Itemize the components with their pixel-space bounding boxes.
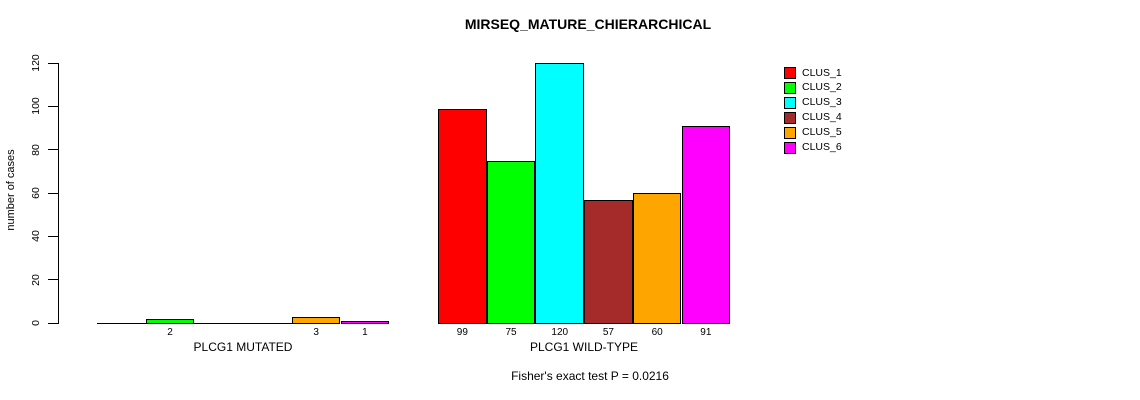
legend-label-clus_2: CLUS_2 bbox=[802, 81, 842, 94]
bar-value-clus_5-plcg1-wild-type: 60 bbox=[651, 327, 663, 338]
bar-value-clus_6-plcg1-wild-type: 91 bbox=[700, 327, 712, 338]
bar-clus_5-plcg1-mutated bbox=[291, 316, 341, 324]
y-tick-label-20: 20 bbox=[30, 273, 42, 286]
group-label-plcg1-wild-type: PLCG1 WILD-TYPE bbox=[529, 340, 639, 354]
chart-title: MIRSEQ_MATURE_CHIERARCHICAL bbox=[464, 16, 712, 32]
zero-bar-clus_3-plcg1-mutated bbox=[194, 323, 245, 324]
bar-value-clus_4-plcg1-wild-type: 57 bbox=[602, 327, 614, 338]
bar-clus_4-plcg1-wild-type bbox=[584, 199, 633, 324]
y-tick-label-0: 0 bbox=[30, 320, 42, 326]
y-tick-label-40: 40 bbox=[30, 230, 42, 243]
legend-label-clus_4: CLUS_4 bbox=[802, 111, 842, 124]
bar-value-clus_6-plcg1-mutated: 1 bbox=[362, 327, 368, 338]
y-tick-20 bbox=[48, 279, 58, 281]
legend-swatch-clus_2 bbox=[784, 81, 796, 94]
y-tick-120 bbox=[48, 62, 58, 64]
bar-clus_2-plcg1-mutated bbox=[145, 318, 195, 324]
legend-swatch-clus_3 bbox=[784, 96, 796, 109]
bar-clus_6-plcg1-mutated bbox=[340, 320, 390, 324]
y-axis-title: number of cases bbox=[5, 149, 17, 231]
legend-row-clus_2: CLUS_2 bbox=[784, 81, 842, 94]
bar-value-clus_5-plcg1-mutated: 3 bbox=[313, 327, 319, 338]
y-tick-80 bbox=[48, 149, 58, 151]
bar-clus_3-plcg1-wild-type bbox=[535, 63, 585, 324]
y-tick-label-60: 60 bbox=[30, 187, 42, 199]
y-tick-label-80: 80 bbox=[30, 143, 42, 156]
y-axis-line bbox=[58, 63, 59, 324]
legend-row-clus_3: CLUS_3 bbox=[784, 96, 842, 109]
bar-clus_2-plcg1-wild-type bbox=[486, 160, 536, 324]
legend-label-clus_5: CLUS_5 bbox=[802, 126, 842, 139]
legend-label-clus_3: CLUS_3 bbox=[802, 96, 842, 109]
legend-swatch-clus_1 bbox=[784, 67, 796, 79]
y-tick-60 bbox=[48, 192, 58, 194]
fisher-test-annotation: Fisher's exact test P = 0.0216 bbox=[511, 369, 669, 383]
legend-swatch-clus_6 bbox=[784, 141, 796, 154]
bar-value-clus_2-plcg1-wild-type: 75 bbox=[505, 327, 517, 338]
legend-row-clus_5: CLUS_5 bbox=[784, 126, 842, 139]
y-tick-label-100: 100 bbox=[30, 97, 42, 116]
legend-swatch-clus_4 bbox=[784, 111, 796, 124]
zero-bar-clus_1-plcg1-mutated bbox=[97, 323, 147, 324]
bar-clus_1-plcg1-wild-type bbox=[438, 108, 487, 324]
bar-clus_6-plcg1-wild-type bbox=[681, 125, 731, 324]
bar-clus_5-plcg1-wild-type bbox=[632, 193, 682, 324]
legend-row-clus_4: CLUS_4 bbox=[784, 111, 842, 124]
bar-value-clus_2-plcg1-mutated: 2 bbox=[167, 327, 173, 338]
y-tick-100 bbox=[48, 105, 58, 107]
y-tick-0 bbox=[48, 322, 58, 324]
y-tick-label-120: 120 bbox=[30, 54, 42, 72]
y-tick-40 bbox=[48, 235, 58, 237]
zero-bar-clus_4-plcg1-mutated bbox=[243, 323, 293, 324]
legend-row-clus_1: CLUS_1 bbox=[784, 67, 842, 79]
legend-label-clus_6: CLUS_6 bbox=[802, 141, 842, 153]
legend-label-clus_1: CLUS_1 bbox=[802, 66, 842, 79]
legend-row-clus_6: CLUS_6 bbox=[784, 141, 842, 154]
bar-value-clus_1-plcg1-wild-type: 99 bbox=[456, 327, 468, 338]
bar-value-clus_3-plcg1-wild-type: 120 bbox=[551, 327, 569, 338]
group-label-plcg1-mutated: PLCG1 MUTATED bbox=[193, 340, 293, 354]
legend-swatch-clus_5 bbox=[784, 126, 796, 139]
